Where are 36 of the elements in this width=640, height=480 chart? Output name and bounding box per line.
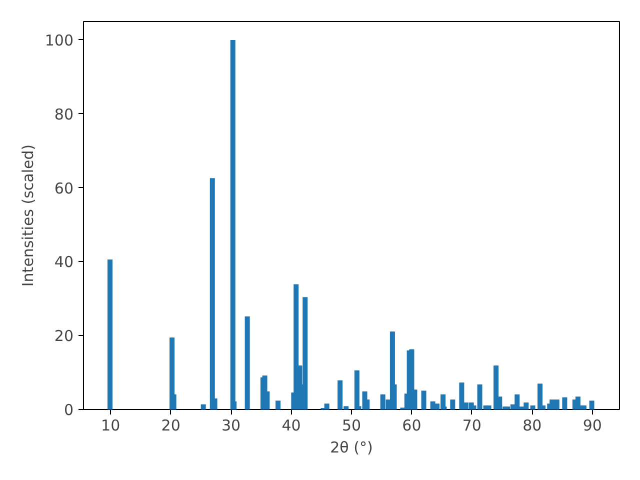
x-tick-label: 10 bbox=[101, 416, 120, 434]
bar bbox=[486, 405, 492, 410]
bar bbox=[562, 397, 568, 410]
x-tick-label: 70 bbox=[462, 416, 482, 434]
bar bbox=[538, 384, 543, 410]
x-tick-label: 80 bbox=[522, 416, 542, 434]
bar bbox=[210, 178, 215, 410]
y-tick-label: 80 bbox=[54, 105, 74, 124]
bar bbox=[450, 400, 456, 410]
y-tick-label: 100 bbox=[44, 31, 74, 50]
y-tick-label: 40 bbox=[54, 253, 74, 272]
bar bbox=[354, 370, 360, 410]
bar bbox=[494, 366, 499, 410]
bar bbox=[524, 402, 529, 410]
y-tick-label: 0 bbox=[64, 401, 74, 419]
x-tick-label: 90 bbox=[582, 416, 602, 434]
y-tick-label: 60 bbox=[54, 179, 74, 198]
bar bbox=[244, 316, 250, 410]
y-axis-title: Intensities (scaled) bbox=[18, 144, 37, 287]
x-axis-title: 2θ (°) bbox=[330, 438, 373, 456]
x-tick-label: 20 bbox=[161, 416, 180, 434]
bar bbox=[421, 390, 426, 410]
bar bbox=[572, 400, 578, 410]
bar bbox=[530, 405, 536, 410]
x-tick-label: 40 bbox=[282, 416, 301, 434]
bar bbox=[108, 259, 112, 410]
bar bbox=[200, 404, 206, 410]
bar bbox=[459, 382, 464, 410]
x-tick-label: 50 bbox=[342, 416, 362, 434]
bar bbox=[324, 404, 330, 410]
x-tick-label: 60 bbox=[402, 416, 422, 434]
bar bbox=[276, 400, 281, 410]
bar bbox=[230, 40, 236, 410]
x-tick-label: 30 bbox=[222, 416, 241, 434]
y-tick-label: 20 bbox=[54, 327, 74, 346]
bar bbox=[589, 400, 594, 410]
